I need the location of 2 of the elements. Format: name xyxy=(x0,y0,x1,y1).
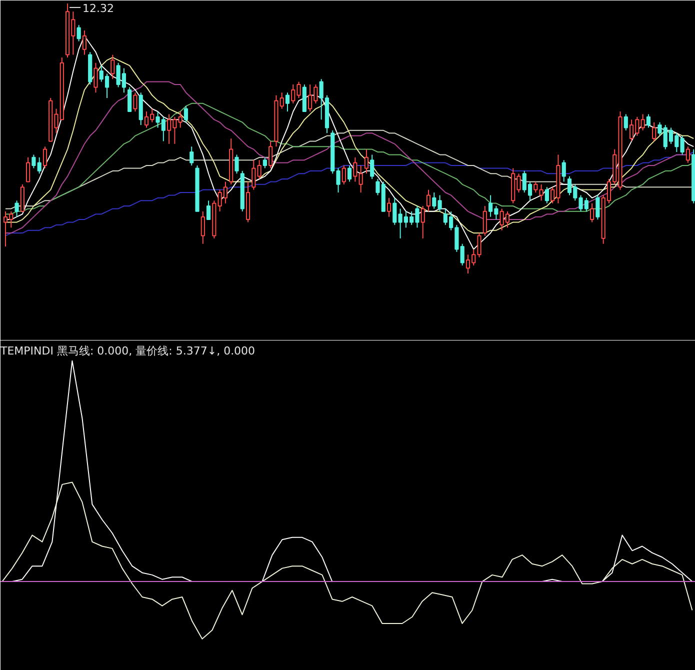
annotation: 12.32 xyxy=(82,2,114,15)
chart-title: TEMPINDI 黑马线: 0.000, 量价线: 5.377↓, 0.000 xyxy=(0,344,256,358)
